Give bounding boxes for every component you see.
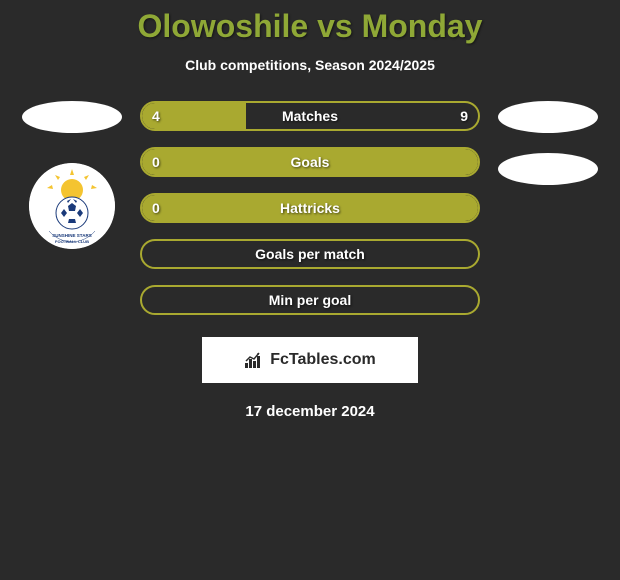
- stat-row-goals-per-match: Goals per match: [140, 239, 480, 269]
- stat-row-goals: 0 Goals: [140, 147, 480, 177]
- stat-label: Goals per match: [255, 246, 365, 262]
- svg-text:FOOTBALL CLUB: FOOTBALL CLUB: [55, 239, 89, 244]
- generated-date: 17 december 2024: [0, 403, 620, 420]
- comparison-title: Olowoshile vs Monday: [0, 8, 620, 45]
- brand-name: FcTables.com: [270, 351, 376, 369]
- stat-label: Goals: [291, 154, 330, 170]
- season-subtitle: Club competitions, Season 2024/2025: [0, 57, 620, 73]
- player2-photo-placeholder: [498, 101, 598, 133]
- chart-icon: [244, 351, 266, 369]
- stat-label: Min per goal: [269, 292, 351, 308]
- brand-label: FcTables.com: [244, 351, 376, 369]
- stat-row-matches: 4 Matches 9: [140, 101, 480, 131]
- player1-photo-placeholder: [22, 101, 122, 133]
- stat-row-hattricks: 0 Hattricks: [140, 193, 480, 223]
- stat-row-min-per-goal: Min per goal: [140, 285, 480, 315]
- stat-left-value: 0: [152, 154, 160, 170]
- comparison-body: SUNSHINE STARS FOOTBALL CLUB 4 Matches 9…: [0, 101, 620, 315]
- stat-left-value: 0: [152, 200, 160, 216]
- stat-left-value: 4: [152, 108, 160, 124]
- player1-club-logo: SUNSHINE STARS FOOTBALL CLUB: [29, 163, 115, 249]
- stat-right-value: 9: [460, 108, 468, 124]
- left-player-col: SUNSHINE STARS FOOTBALL CLUB: [22, 101, 122, 249]
- player2-club-placeholder: [498, 153, 598, 185]
- right-player-col: [498, 101, 598, 215]
- stat-label: Matches: [282, 108, 338, 124]
- stat-bars: 4 Matches 9 0 Goals 0 Hattricks Goals pe…: [140, 101, 480, 315]
- stat-label: Hattricks: [280, 200, 340, 216]
- brand-attribution[interactable]: FcTables.com: [202, 337, 418, 383]
- svg-text:SUNSHINE STARS: SUNSHINE STARS: [52, 233, 91, 238]
